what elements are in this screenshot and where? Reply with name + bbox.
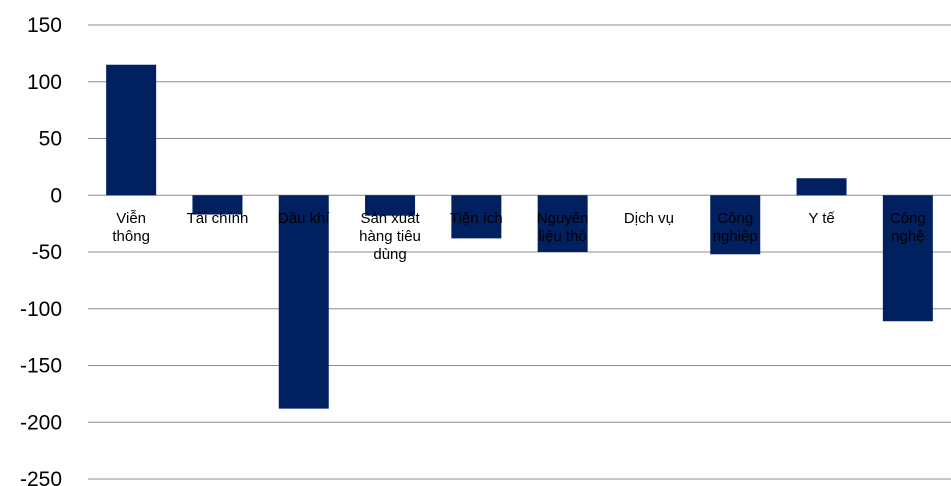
bar	[278, 195, 329, 409]
x-tick-label-line: nghiệp	[713, 228, 758, 245]
bar	[365, 195, 416, 216]
x-tick-label: Tiện ích	[450, 210, 503, 227]
x-tick-label: Sản xuất hàng tiêu dùng	[359, 210, 421, 263]
y-tick-label: -50	[32, 241, 62, 264]
x-tick-label-line: dùng	[373, 246, 406, 263]
y-tick-label: -250	[20, 468, 62, 486]
bar	[192, 195, 243, 215]
x-tick-label-line: Tiện ích	[450, 210, 503, 227]
x-tick-label: Công nghệ	[890, 210, 926, 245]
x-tick-label-line: Dầu khí	[278, 210, 331, 227]
x-tick-label: Dịch vụ	[624, 210, 674, 227]
x-tick-label-line: Y tế	[808, 210, 835, 227]
x-tick-label-line: thông	[112, 228, 150, 245]
bar	[882, 195, 933, 322]
bar	[537, 195, 588, 252]
y-tick-label: 0	[50, 184, 62, 207]
x-tick-label-line: Công	[890, 210, 926, 227]
y-tick-label: 100	[27, 71, 62, 94]
bars	[106, 64, 933, 409]
y-tick-label: -150	[20, 355, 62, 378]
x-axis-labels: Viễn thông Tài chính Dầu khí Sản xuất hàng ti…	[112, 210, 925, 263]
x-tick-label: Dầu khí	[278, 210, 331, 227]
x-tick-label-line: Sản xuất	[360, 210, 420, 227]
bar	[451, 195, 502, 239]
bar	[796, 178, 847, 196]
x-tick-label-line: Tài chính	[187, 210, 249, 227]
x-tick-label: Nguyên liệu thô	[537, 210, 589, 245]
x-tick-label-line: Viễn	[116, 210, 146, 227]
y-tick-label: -100	[20, 298, 62, 321]
x-tick-label: Viễn thông	[112, 210, 150, 245]
y-axis-labels: 150 100 50 0 -50 -100 -150 -200 -250	[20, 14, 62, 486]
x-tick-label-line: Nguyên	[537, 210, 589, 227]
x-tick-label-line: Dịch vụ	[624, 210, 674, 227]
x-tick-label: Y tế	[808, 210, 835, 227]
y-tick-label: 150	[27, 14, 62, 37]
x-tick-label-line: nghệ	[891, 228, 924, 245]
x-tick-label-line: hàng tiêu	[359, 228, 421, 245]
x-tick-label: Tài chính	[187, 210, 249, 227]
x-tick-label-line: Công	[717, 210, 753, 227]
bar	[710, 195, 761, 255]
x-tick-label: Công nghiệp	[713, 210, 758, 245]
x-tick-label-line: liệu thô	[538, 228, 586, 245]
gridlines	[88, 24, 951, 480]
y-tick-label: -200	[20, 411, 62, 434]
y-tick-label: 50	[39, 128, 62, 151]
bar	[106, 64, 157, 196]
